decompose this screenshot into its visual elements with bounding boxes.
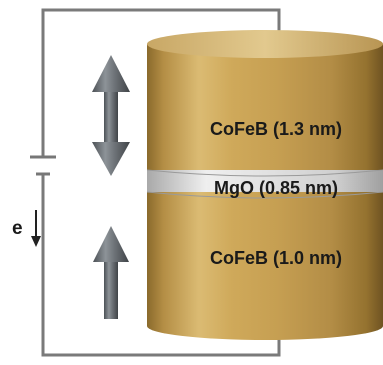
circuit-wire: [41, 8, 281, 357]
arrow-down-icon: [31, 210, 41, 247]
label-mgo: MgO (0.85 nm): [214, 178, 338, 198]
double-arrow-up-down-icon: [92, 55, 130, 176]
arrow-up-icon: [93, 226, 129, 319]
battery-icon: [30, 155, 56, 176]
mgo-barrier-layer: [146, 169, 383, 199]
label-cofeb-top: CoFeB (1.3 nm): [210, 119, 342, 139]
mtj-pillar: [146, 30, 383, 340]
pillar-top: [147, 30, 383, 58]
label-cofeb-bottom: CoFeB (1.0 nm): [210, 248, 342, 268]
electron-label: e: [12, 218, 23, 239]
pillar-bottom: [147, 312, 383, 340]
